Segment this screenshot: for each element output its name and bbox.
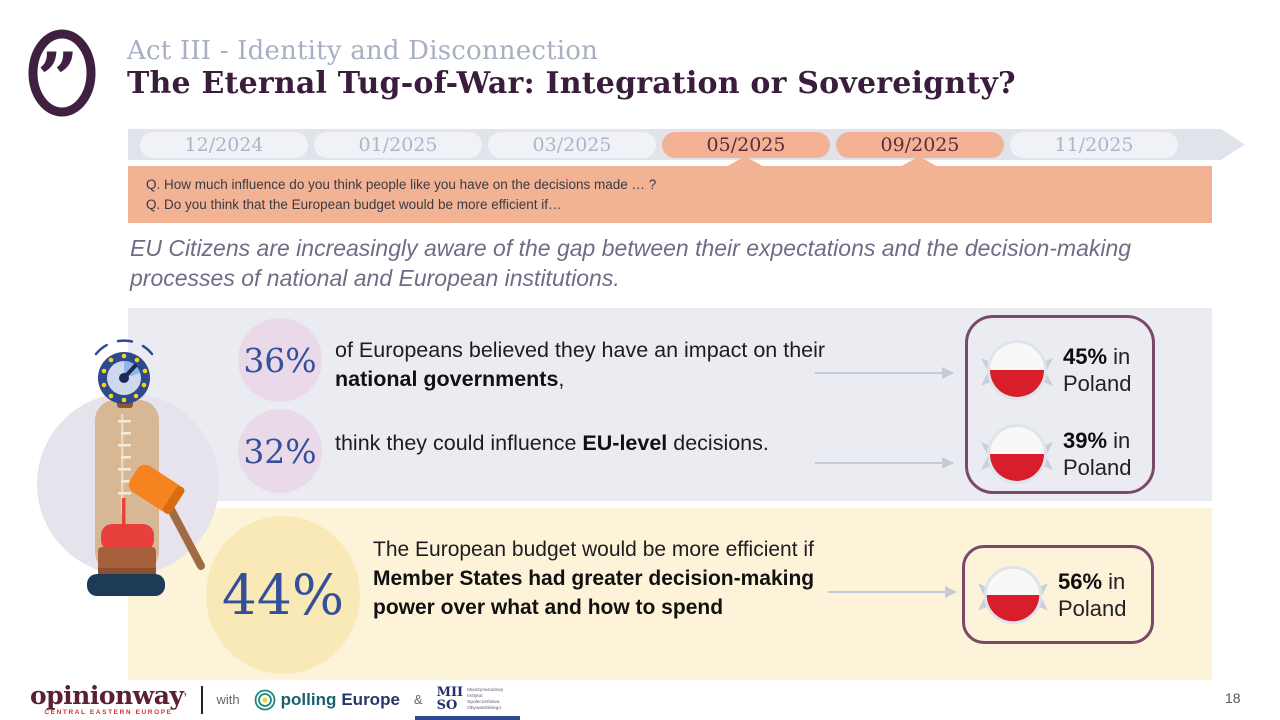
svg-text:”: ” xyxy=(37,36,78,118)
timeline-date-1: 12/2024 xyxy=(140,132,308,158)
bottom-accent-strip xyxy=(415,716,520,720)
ampersand-label: & xyxy=(413,692,423,708)
poland-stat-suffix: in Poland xyxy=(1058,568,1127,622)
budget-text-pre: The European budget would be more effici… xyxy=(373,538,814,561)
timeline-band: 12/2024 01/2025 03/2025 05/2025 09/2025 … xyxy=(128,129,1245,160)
stat-percentage-badge: 32% xyxy=(238,409,322,493)
survey-questions-box: Q. How much influence do you think peopl… xyxy=(128,166,1212,223)
stats-panel: 36% of Europeans believed they have an i… xyxy=(128,308,1212,501)
arrow-right-icon xyxy=(815,457,954,469)
poland-comparison-box: 56% in Poland xyxy=(962,545,1154,644)
survey-question-2: Q. Do you think that the European budget… xyxy=(146,197,562,213)
stat-text-post: , xyxy=(558,367,565,392)
poland-flag-icon xyxy=(981,424,1053,484)
intro-statement: EU Citizens are increasingly aware of th… xyxy=(130,235,1132,292)
with-label: with xyxy=(216,692,240,708)
poland-stat-label: 45% in Poland xyxy=(1063,343,1147,398)
poland-flag-icon xyxy=(981,340,1053,400)
poland-stat-suffix: in Poland xyxy=(1063,343,1132,397)
quote-icon: ” xyxy=(28,29,96,118)
miiso-tagline-line: Obywatelskiego xyxy=(467,706,502,712)
miiso-letters-top: MII xyxy=(436,685,464,701)
poland-stat-row: 56% in Poland xyxy=(978,560,1142,630)
timeline-date-6: 11/2025 xyxy=(1010,132,1178,158)
timeline-date-3: 03/2025 xyxy=(488,132,656,158)
poland-comparison-box: 45% in Poland 39% in Poland xyxy=(965,315,1155,494)
poland-stat-row: 45% in Poland xyxy=(981,334,1147,406)
budget-text: The European budget would be more effici… xyxy=(373,536,841,623)
act-subtitle: Act III - Identity and Disconnection xyxy=(127,36,599,66)
miiso-tagline-line: Międzynarodowy xyxy=(467,688,504,694)
stat-text-bold: EU-level xyxy=(582,431,668,455)
page-number: 18 xyxy=(1225,690,1241,706)
miiso-tagline-line: Społeczeństwa xyxy=(467,700,500,706)
poland-stat-value: 39% xyxy=(1063,427,1108,453)
stat-percentage-badge: 36% xyxy=(238,318,322,402)
poland-stat-label: 56% in Poland xyxy=(1058,568,1142,623)
budget-panel: 44% The European budget would be more ef… xyxy=(128,508,1212,680)
arrow-right-icon xyxy=(828,586,957,598)
poland-flag-icon xyxy=(978,565,1048,625)
polling-europe-logo: polling Europe xyxy=(254,689,400,711)
strength-meter-illustration xyxy=(37,339,219,596)
poland-stat-value: 56% xyxy=(1058,568,1103,594)
poland-stat-row: 39% in Poland xyxy=(981,418,1147,490)
opinionway-apostrophe-icon: ’ xyxy=(183,691,187,708)
miiso-letters-bottom: SO xyxy=(436,697,458,713)
poland-stat-value: 45% xyxy=(1063,343,1108,369)
timeline-date-4-active: 05/2025 xyxy=(662,132,830,158)
page-title: The Eternal Tug-of-War: Integration or S… xyxy=(127,66,1016,101)
footer-divider xyxy=(201,685,203,714)
miiso-tagline-line: Instytut xyxy=(467,694,483,700)
concentric-circles-icon xyxy=(254,689,276,711)
stat-text-post: decisions. xyxy=(667,431,769,455)
opinionway-tagline: CENTRAL EASTERN EUROPE xyxy=(44,709,173,716)
opinionway-wordmark: opinionway xyxy=(30,681,184,710)
timeline-date-2: 01/2025 xyxy=(314,132,482,158)
stat-text-pre: think they could influence xyxy=(335,431,583,455)
budget-text-bold: Member States had greater decision-makin… xyxy=(373,566,815,619)
opinionway-logo: opinionway’ CENTRAL EASTERN EUROPE xyxy=(30,683,187,717)
poland-stat-suffix: in Poland xyxy=(1063,427,1132,481)
arrow-right-icon xyxy=(815,367,954,379)
miiso-logo: MII SO Międzynarodowy Instytut Społeczeń… xyxy=(436,685,504,713)
timeline-pointer-2 xyxy=(900,156,938,167)
stat-text-bold: national governments xyxy=(335,367,559,392)
footer-logos: opinionway’ CENTRAL EASTERN EUROPE with … xyxy=(30,683,503,717)
stat-text: of Europeans believed they have an impac… xyxy=(335,336,827,394)
timeline-pointer-1 xyxy=(726,156,764,167)
europe-wordmark: Europe xyxy=(341,689,400,709)
miiso-tagline: Międzynarodowy Instytut Społeczeństwa Ob… xyxy=(467,687,503,712)
timeline-date-5-active: 09/2025 xyxy=(836,132,1004,158)
survey-question-1: Q. How much influence do you think peopl… xyxy=(146,177,657,192)
poland-stat-label: 39% in Poland xyxy=(1063,427,1147,482)
stat-text: think they could influence EU-level deci… xyxy=(335,429,827,458)
stat-text-pre: of Europeans believed they have an impac… xyxy=(335,338,826,362)
budget-percentage-badge: 44% xyxy=(206,516,360,674)
miiso-wordmark: MII SO xyxy=(436,685,464,713)
polling-wordmark: polling xyxy=(280,689,337,709)
